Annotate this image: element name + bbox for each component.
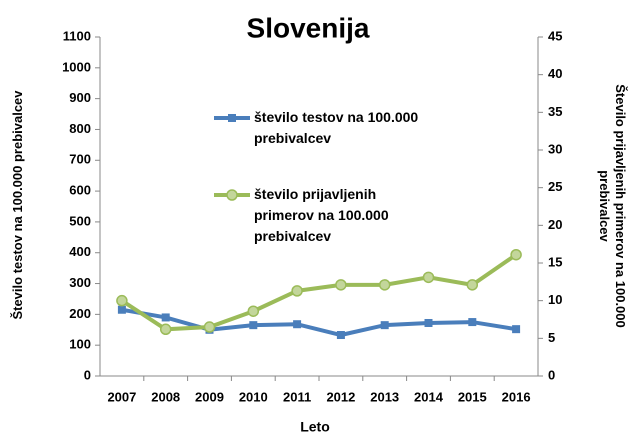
y-tick-label: 900 [69,90,91,105]
y-tick-label: 1100 [63,28,91,43]
y2-tick-label: 40 [548,66,562,81]
y2-tick-label: 0 [548,367,555,382]
series-line [121,307,517,338]
marker [293,320,302,329]
x-tick-label: 2008 [151,389,180,404]
chart-title: Slovenija [247,12,370,43]
y-tick-label: 300 [69,275,91,290]
legend-marker [228,114,236,122]
marker [510,248,522,261]
y2-tick-label: 20 [548,217,562,232]
y2-tick-label: 25 [548,179,562,194]
y-tick-label: 200 [69,306,91,321]
marker [378,279,391,291]
y2-tick-label: 35 [548,104,562,119]
x-tick-label: 2014 [414,389,444,404]
series-line [120,253,518,332]
y-tick-label: 400 [69,244,91,259]
x-tick-label: 2013 [370,389,399,404]
legend-label: število testov na 100.000 prebivalcev [254,109,419,146]
marker [161,313,170,322]
y-tick-label: 0 [84,367,91,382]
marker [159,323,172,336]
marker [468,318,477,327]
x-axis-label: Leto [300,419,330,435]
marker [422,271,435,284]
y-tick-label: 500 [69,213,91,228]
y-tick-label: 700 [69,152,91,167]
y2-tick-label: 10 [548,292,562,307]
x-tick-label: 2010 [239,389,268,404]
x-tick-label: 2007 [107,389,136,404]
marker [291,285,303,297]
y-axis-label: Število testov na 100.000 prebivalcev [10,90,25,320]
marker [380,321,389,330]
y2-tick-label: 5 [548,330,555,345]
marker [335,279,347,291]
marker [424,318,433,327]
y-tick-label: 1000 [62,59,91,74]
y2-axis-label: Število prijavljenih primerov na 100.000… [597,84,628,328]
x-tick-label: 2012 [326,389,355,404]
marker [336,331,345,340]
marker [466,279,479,291]
x-tick-label: 2011 [283,389,311,404]
marker [249,321,258,330]
x-tick-label: 2009 [195,389,224,404]
marker [117,305,126,314]
y-tick-label: 100 [69,337,91,352]
x-tick-label: 2015 [458,389,487,404]
marker [247,305,260,317]
marker [512,325,521,334]
y-tick-label: 600 [69,183,91,198]
marker [116,294,128,307]
legend-label: število prijavljenih primerov na 100.000… [254,186,389,244]
y-tick-label: 800 [69,121,91,136]
y2-tick-label: 30 [548,141,562,156]
y2-tick-label: 15 [548,254,562,269]
legend-marker [226,189,238,201]
x-tick-label: 2016 [502,389,531,404]
y2-tick-label: 45 [548,28,562,43]
marker [203,321,216,333]
